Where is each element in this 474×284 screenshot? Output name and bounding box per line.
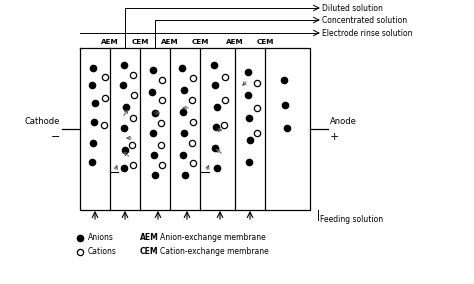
Text: Concentrated solution: Concentrated solution: [322, 16, 407, 24]
Text: −: −: [51, 132, 60, 142]
Text: Cation-exchange membrane: Cation-exchange membrane: [160, 247, 269, 256]
Text: AEM: AEM: [161, 39, 179, 45]
Text: +: +: [330, 132, 339, 142]
Text: Electrode rinse solution: Electrode rinse solution: [322, 28, 412, 37]
Text: Anions: Anions: [88, 233, 114, 243]
Text: AEM: AEM: [101, 39, 119, 45]
Text: Anode: Anode: [330, 116, 357, 126]
Text: Cathode: Cathode: [25, 116, 60, 126]
Text: Cations: Cations: [88, 247, 117, 256]
Text: CEM: CEM: [140, 247, 159, 256]
Text: Anion-exchange membrane: Anion-exchange membrane: [160, 233, 266, 243]
Text: CEM: CEM: [256, 39, 273, 45]
Text: Diluted solution: Diluted solution: [322, 3, 383, 12]
Text: CEM: CEM: [131, 39, 149, 45]
Text: Feeding solution: Feeding solution: [320, 216, 383, 224]
Text: AEM: AEM: [140, 233, 159, 243]
Text: CEM: CEM: [191, 39, 209, 45]
Text: AEM: AEM: [226, 39, 244, 45]
